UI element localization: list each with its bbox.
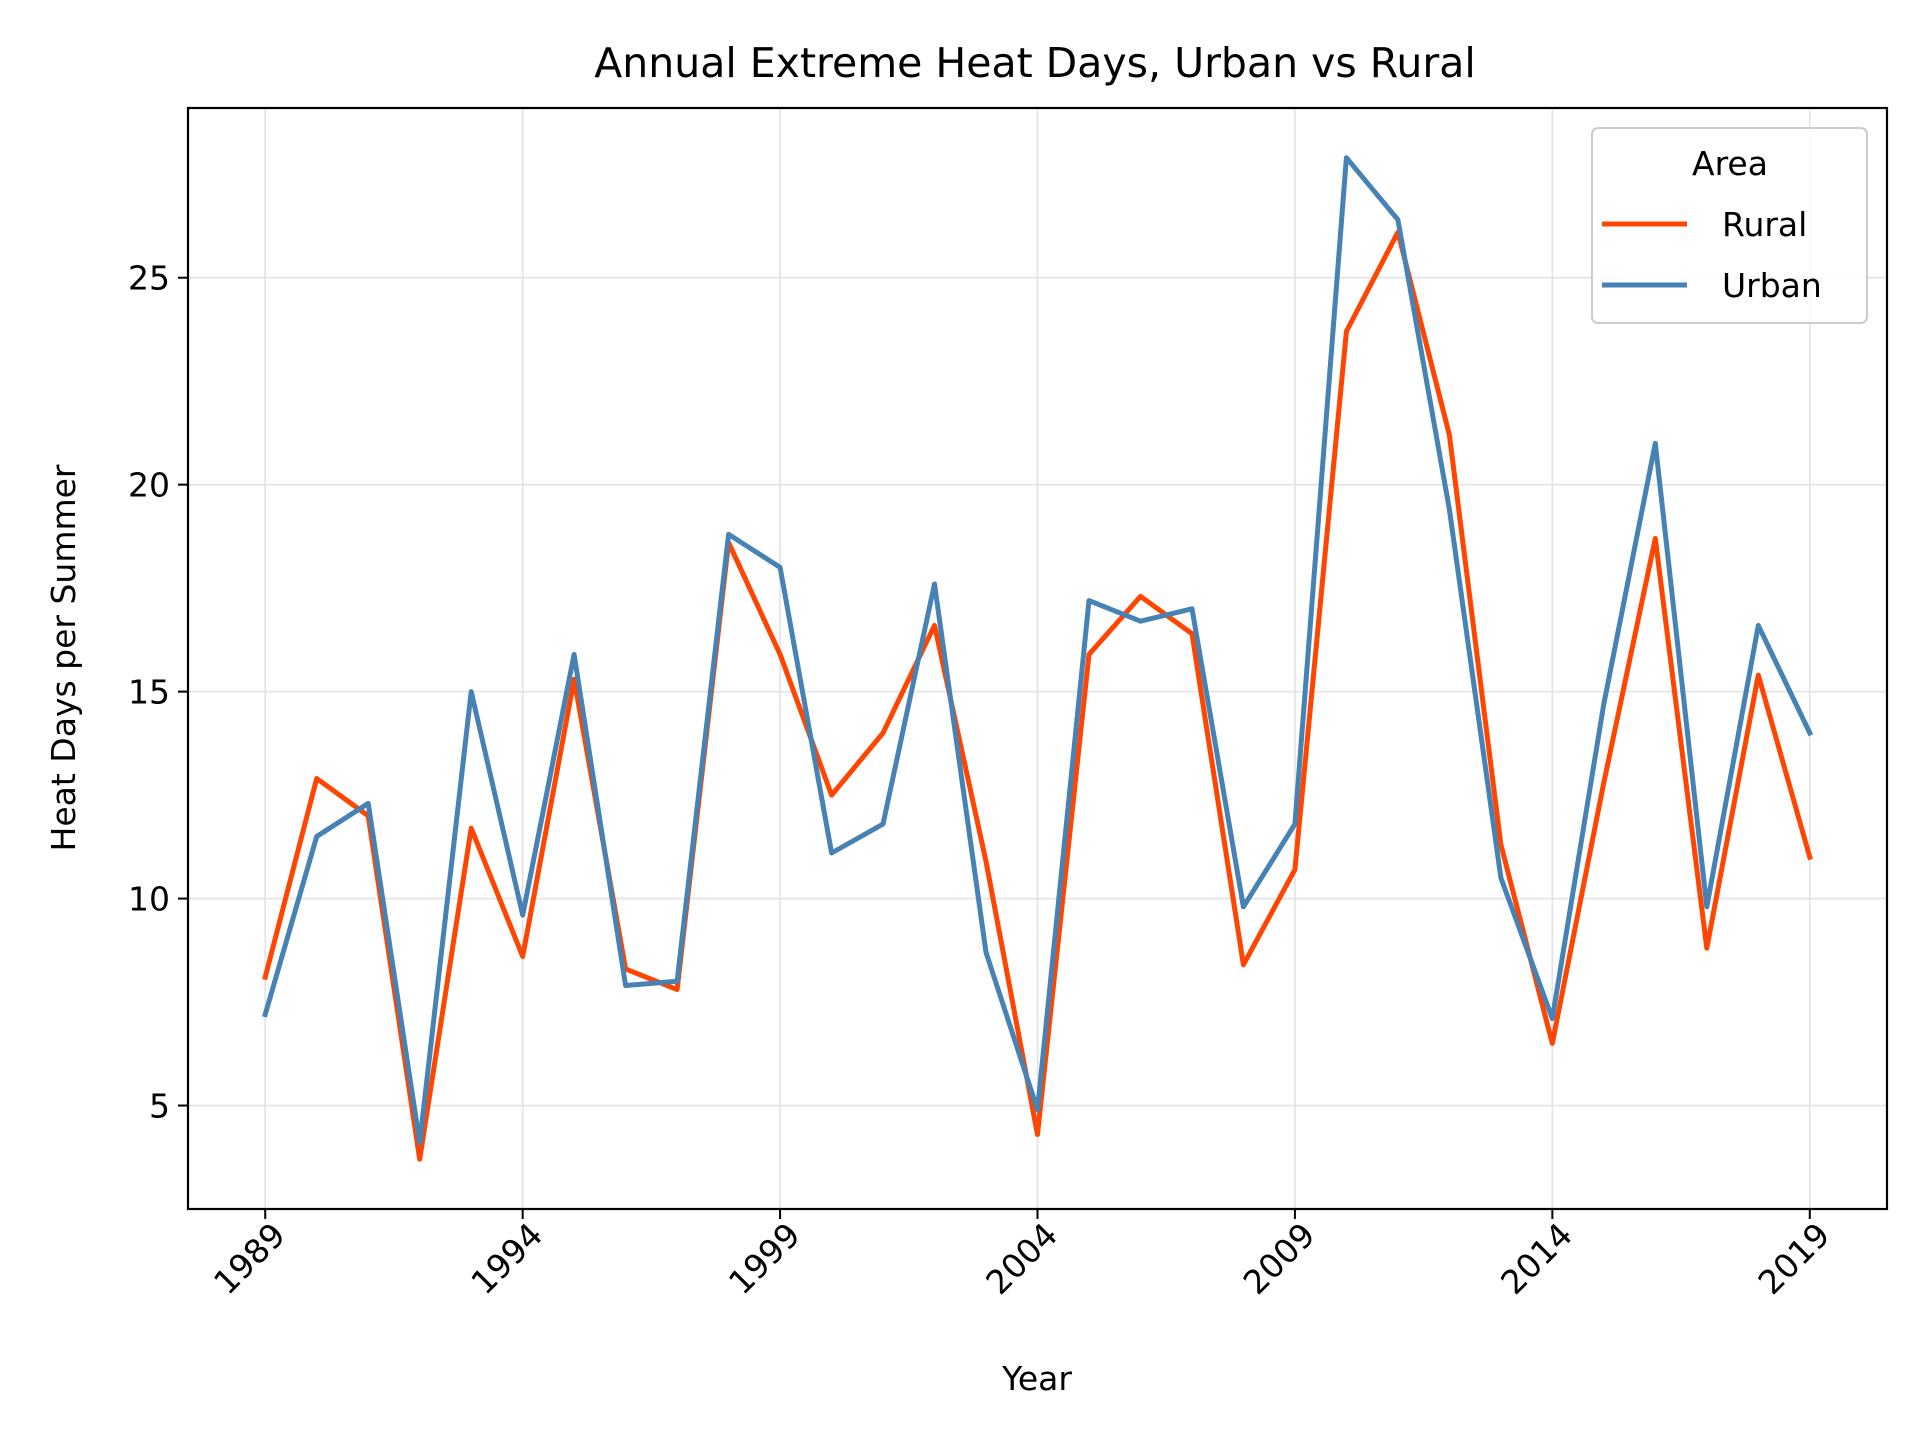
y-tick-label: 10 [128, 880, 170, 919]
series-line-urban [262, 155, 1814, 1146]
y-tick-label: 20 [128, 466, 170, 505]
legend-box [1591, 127, 1868, 324]
legend-title: Area [1692, 144, 1768, 183]
x-tick-label: 1989 [206, 1215, 293, 1302]
x-tick-label: 2019 [1750, 1215, 1837, 1302]
x-tick-label: 2014 [1493, 1215, 1580, 1302]
x-tick-label: 1999 [721, 1215, 808, 1302]
legend-label-urban: Urban [1722, 266, 1822, 305]
x-tick-label: 1994 [463, 1215, 550, 1302]
legend-label-rural: Rural [1722, 205, 1807, 244]
y-tick-label: 15 [128, 673, 170, 712]
x-axis-label: Year [1001, 1359, 1072, 1398]
y-tick-label: 25 [128, 259, 170, 298]
y-tick-label: 5 [149, 1087, 170, 1126]
legend: Area Rural Urban [1591, 127, 1868, 324]
x-tick-label: 2004 [978, 1215, 1065, 1302]
y-axis-label: Heat Days per Summer [44, 464, 83, 851]
series-line-rural [262, 229, 1813, 1162]
chart-title: Annual Extreme Heat Days, Urban vs Rural [594, 39, 1476, 87]
x-tick-label: 2009 [1236, 1215, 1323, 1302]
